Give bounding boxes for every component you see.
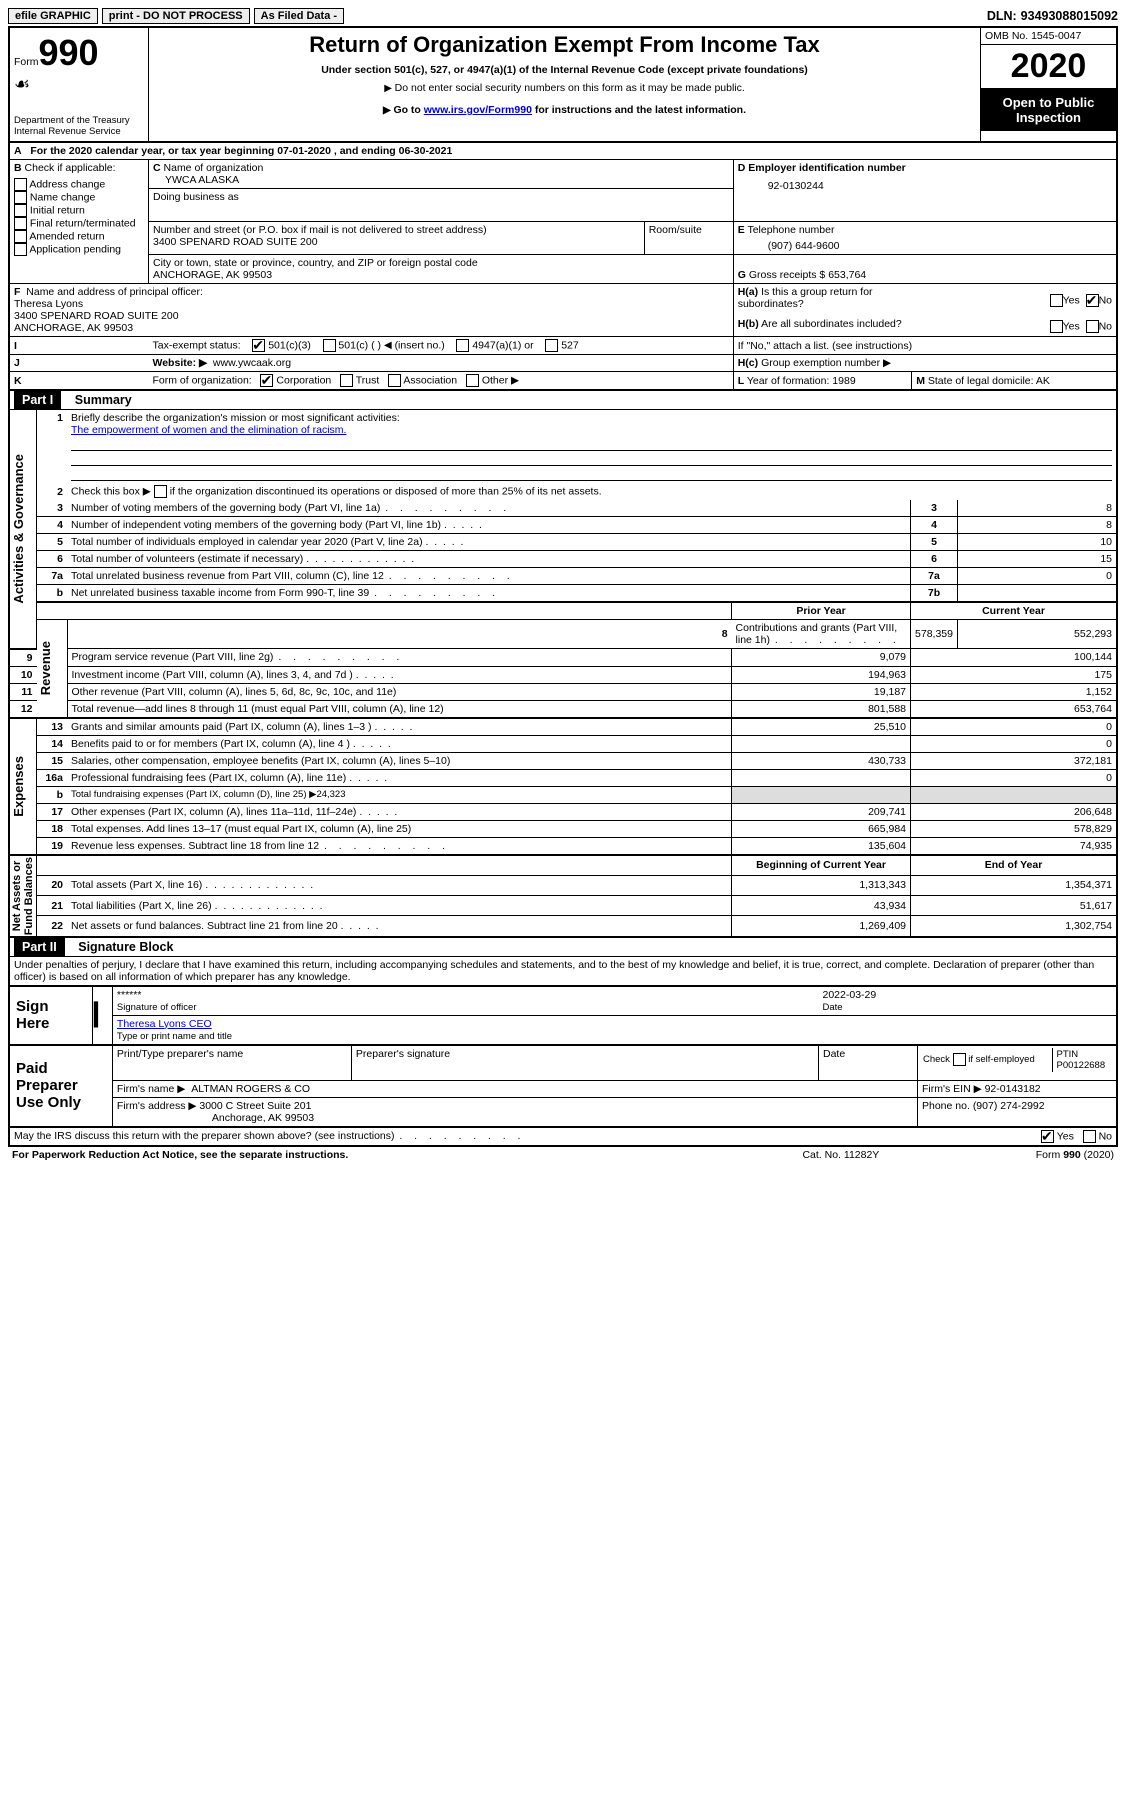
open-public: Open to Public Inspection: [981, 89, 1116, 131]
street: 3400 SPENARD ROAD SUITE 200: [153, 236, 318, 248]
side-expenses: Expenses: [11, 756, 26, 817]
ein: 92-0130244: [738, 174, 1112, 192]
side-ag: Activities & Governance: [11, 454, 26, 604]
org-name: YWCA ALASKA: [153, 174, 239, 186]
part2-label: Part II: [14, 938, 65, 956]
dln-label: DLN:: [987, 9, 1017, 23]
form-title: Return of Organization Exempt From Incom…: [153, 32, 976, 58]
form-header: Form990 ☙ Department of the Treasury Int…: [8, 26, 1118, 143]
omb: OMB No. 1545-0047: [981, 28, 1116, 45]
website: www.ywcaak.org: [213, 357, 291, 369]
part1-label: Part I: [14, 391, 61, 409]
dept-label: Department of the Treasury Internal Reve…: [14, 115, 144, 137]
part1: Part I Summary Activities & Governance 1…: [8, 391, 1118, 938]
mission-text[interactable]: The empowerment of women and the elimina…: [71, 424, 346, 436]
tax-year: 2020: [981, 45, 1116, 89]
form-subtitle: Under section 501(c), 527, or 4947(a)(1)…: [153, 64, 976, 76]
side-netassets: Net Assets or Fund Balances: [11, 857, 35, 935]
asfiled-btn[interactable]: As Filed Data -: [254, 8, 344, 24]
print-btn[interactable]: print - DO NOT PROCESS: [102, 8, 250, 24]
dln-value: 93493088015092: [1021, 9, 1118, 23]
phone: (907) 644-9600: [738, 236, 1112, 252]
note2: Go to www.irs.gov/Form990 for instructio…: [153, 104, 976, 116]
city: ANCHORAGE, AK 99503: [153, 269, 272, 281]
top-bar: efile GRAPHIC print - DO NOT PROCESS As …: [8, 8, 1118, 24]
side-revenue: Revenue: [38, 641, 53, 695]
signer-name[interactable]: Theresa Lyons CEO: [117, 1018, 212, 1030]
entity-block: A For the 2020 calendar year, or tax yea…: [8, 143, 1118, 391]
gross-receipts: 653,764: [828, 269, 866, 281]
section-b: B Check if applicable: Address change Na…: [9, 160, 149, 284]
form-label: Form990: [14, 32, 144, 74]
note1: Do not enter social security numbers on …: [153, 82, 976, 94]
footer-bar: For Paperwork Reduction Act Notice, see …: [8, 1147, 1118, 1163]
part2: Part II Signature Block Under penalties …: [8, 938, 1118, 1147]
irs-link[interactable]: www.irs.gov/Form990: [424, 104, 532, 116]
efile-btn[interactable]: efile GRAPHIC: [8, 8, 98, 24]
